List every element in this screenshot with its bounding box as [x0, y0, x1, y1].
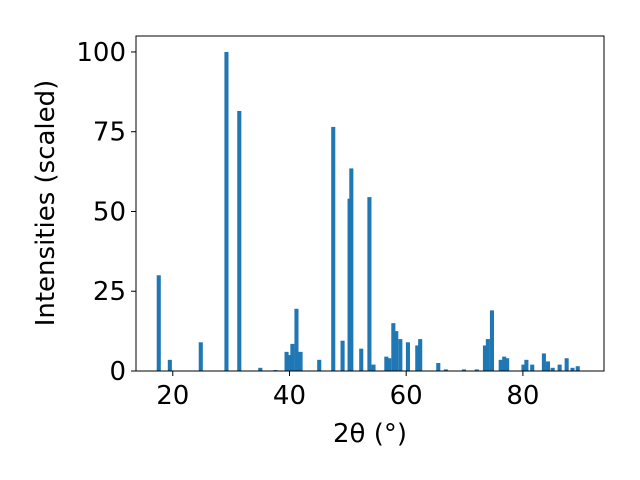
bar	[485, 339, 490, 371]
bar	[284, 351, 289, 371]
bar	[384, 356, 389, 371]
bar	[557, 364, 562, 371]
bar	[258, 367, 263, 371]
bar	[521, 364, 526, 371]
bar	[298, 351, 303, 371]
bar	[502, 356, 507, 371]
bar	[359, 348, 364, 371]
x-tick-label: 40	[273, 381, 306, 411]
bar	[340, 340, 345, 371]
bar	[167, 359, 172, 371]
bar	[317, 359, 322, 371]
bar	[394, 331, 399, 371]
x-axis-label: 2θ (°)	[333, 419, 407, 449]
bar	[505, 358, 510, 371]
bar	[387, 358, 392, 371]
y-tick-label: 0	[109, 357, 126, 387]
bar	[545, 361, 551, 371]
bar	[564, 358, 569, 371]
bar	[524, 359, 529, 371]
bar	[287, 355, 292, 371]
bar	[198, 342, 203, 371]
bar	[541, 353, 546, 371]
bar	[405, 342, 410, 371]
y-tick-label: 25	[93, 277, 126, 307]
bar	[391, 323, 396, 371]
bar	[474, 369, 479, 371]
bar	[489, 310, 495, 371]
bar	[418, 339, 423, 371]
bar	[349, 168, 354, 371]
bar	[461, 369, 466, 371]
x-tick-label: 60	[390, 381, 423, 411]
bar	[415, 345, 420, 371]
bar	[482, 345, 487, 371]
y-tick-label: 100	[76, 38, 126, 68]
bar	[436, 363, 441, 371]
bar	[443, 369, 448, 371]
bar	[294, 308, 299, 371]
bar	[367, 197, 372, 371]
x-tick-label: 80	[506, 381, 539, 411]
bar	[530, 364, 535, 371]
bar	[575, 366, 580, 371]
bar	[156, 275, 161, 371]
y-tick-label: 50	[93, 197, 126, 227]
x-tick-label: 20	[156, 381, 189, 411]
bar	[570, 367, 575, 371]
y-axis-label: Intensities (scaled)	[31, 80, 61, 327]
plot-frame	[135, 35, 605, 372]
bar	[290, 343, 295, 371]
bar	[498, 359, 503, 371]
y-tick-label: 75	[93, 118, 126, 148]
bar	[224, 51, 229, 371]
bar	[331, 126, 336, 371]
bar	[398, 339, 403, 371]
bar	[550, 367, 555, 371]
bar	[237, 110, 242, 371]
bar	[371, 364, 376, 371]
